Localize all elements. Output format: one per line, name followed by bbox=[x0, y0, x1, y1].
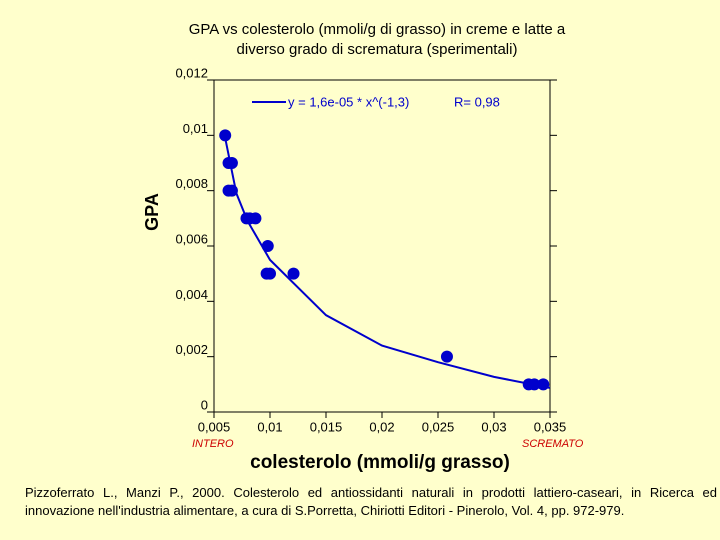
data-point bbox=[249, 212, 262, 225]
x-tick-label: 0,02 bbox=[369, 419, 394, 434]
x-tick-label: 0,03 bbox=[481, 419, 506, 434]
legend-label: y = 1,6e-05 * x^(-1,3) bbox=[288, 94, 409, 109]
data-point bbox=[264, 267, 276, 280]
y-tick-label: 0,006 bbox=[175, 231, 208, 246]
chart: GPA vs colesterolo (mmoli/g di grasso) i… bbox=[142, 21, 584, 473]
data-point bbox=[225, 157, 238, 169]
annotation: INTERO bbox=[192, 438, 234, 450]
y-tick-label: 0,002 bbox=[175, 342, 208, 357]
data-point bbox=[261, 240, 274, 252]
y-tick-label: 0,012 bbox=[175, 65, 208, 80]
x-tick-label: 0,025 bbox=[422, 419, 455, 434]
y-tick-label: 0 bbox=[201, 397, 208, 412]
data-point bbox=[440, 350, 453, 363]
x-tick-label: 0,01 bbox=[257, 419, 282, 434]
data-point bbox=[537, 378, 550, 391]
fit-line bbox=[224, 137, 551, 389]
chart-title: GPA vs colesterolo (mmoli/g di grasso) i… bbox=[189, 21, 566, 38]
x-tick-label: 0,015 bbox=[310, 419, 343, 434]
y-tick-label: 0,008 bbox=[175, 176, 208, 191]
data-point bbox=[219, 129, 232, 142]
y-tick-label: 0,01 bbox=[183, 121, 208, 136]
x-axis-label: colesterolo (mmoli/g grasso) bbox=[250, 452, 510, 473]
data-point bbox=[287, 267, 300, 280]
data-point bbox=[528, 378, 541, 391]
y-tick-label: 0,004 bbox=[175, 287, 208, 302]
chart-title: diverso grado di scrematura (sperimental… bbox=[237, 41, 518, 58]
y-axis-label: GPA bbox=[142, 193, 162, 231]
citation: Pizzoferrato L., Manzi P., 2000. Coleste… bbox=[25, 485, 717, 518]
x-tick-label: 0,035 bbox=[534, 419, 567, 434]
annotation: SCREMATO bbox=[522, 438, 584, 450]
annotation: R= 0,98 bbox=[454, 94, 500, 109]
x-tick-label: 0,005 bbox=[198, 419, 231, 434]
data-point bbox=[225, 184, 238, 197]
